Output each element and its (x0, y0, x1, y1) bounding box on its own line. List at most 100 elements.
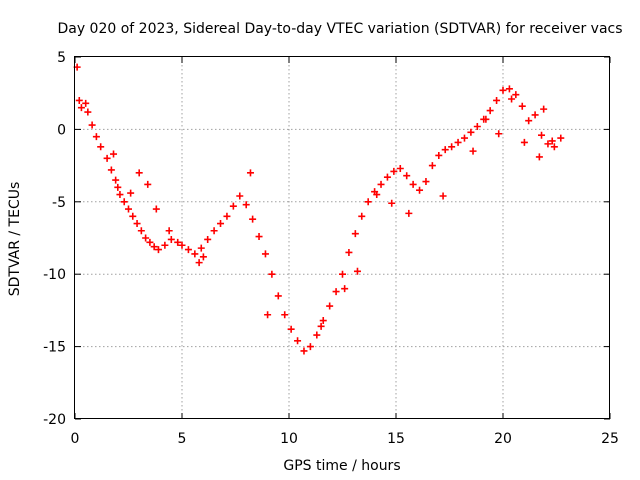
x-tick-label: 0 (71, 431, 80, 447)
data-point (317, 322, 325, 330)
data-points (73, 63, 565, 355)
axis-ticks (74, 56, 611, 420)
y-tick-labels: 5 0 -5 -10 -15 -20 (43, 50, 66, 428)
data-point (538, 131, 546, 139)
data-point (345, 248, 353, 256)
x-axis-label: GPS time / hours (283, 458, 400, 474)
data-point (306, 343, 314, 351)
data-point (341, 285, 349, 293)
data-point (422, 178, 430, 186)
data-point (364, 198, 372, 206)
data-point (520, 138, 528, 146)
data-point (75, 96, 83, 104)
data-point (388, 199, 396, 207)
data-point (195, 259, 203, 267)
data-point (540, 105, 548, 113)
data-point (287, 325, 295, 333)
data-point (97, 143, 105, 151)
data-point (332, 288, 340, 296)
data-point (435, 151, 443, 159)
data-point (261, 250, 269, 258)
data-point (274, 292, 282, 300)
data-point (229, 202, 237, 210)
data-point (112, 176, 120, 184)
data-point (144, 180, 152, 188)
data-point (199, 253, 207, 261)
data-point (242, 201, 250, 209)
chart-title: Day 020 of 2023, Sidereal Day-to-day VTE… (57, 21, 622, 37)
data-point (142, 234, 150, 242)
y-tick-label: -20 (43, 412, 66, 428)
data-point (135, 169, 143, 177)
data-point (409, 180, 417, 188)
x-tick-labels: 0 5 10 15 20 25 (71, 431, 619, 447)
data-point (110, 150, 118, 158)
data-point (544, 140, 552, 148)
data-point (255, 233, 263, 241)
data-point (508, 95, 516, 103)
data-point (154, 246, 162, 254)
data-point (92, 133, 100, 141)
data-point (77, 104, 85, 112)
data-point (137, 227, 145, 235)
data-point (467, 128, 475, 136)
data-point (405, 209, 413, 217)
data-point (120, 198, 128, 206)
data-point (178, 241, 186, 249)
data-point (512, 91, 520, 99)
data-point (197, 244, 205, 252)
data-point (548, 137, 556, 145)
data-point (246, 169, 254, 177)
x-tick-label: 10 (280, 431, 298, 447)
data-point (441, 146, 449, 154)
data-point (264, 311, 272, 319)
y-tick-label: 5 (57, 50, 66, 66)
data-point (150, 243, 158, 251)
data-point (326, 302, 334, 310)
data-point (146, 238, 154, 246)
data-point (88, 121, 96, 129)
data-point (448, 143, 456, 151)
data-point (125, 205, 132, 213)
plot-frame (74, 56, 610, 419)
data-point (557, 134, 565, 142)
data-point (473, 123, 481, 131)
y-tick-label: -15 (43, 340, 66, 356)
data-point (482, 115, 490, 123)
data-point (505, 85, 513, 93)
data-point (383, 173, 391, 181)
data-point (353, 267, 361, 275)
data-point (319, 317, 327, 325)
data-point (373, 191, 381, 199)
data-point (313, 331, 321, 339)
y-tick-label: -5 (52, 195, 66, 211)
data-point (339, 270, 346, 278)
data-point (210, 227, 218, 235)
data-point (531, 111, 539, 119)
data-point (167, 235, 175, 243)
grid (75, 57, 610, 419)
data-point (396, 164, 404, 172)
data-point (217, 220, 225, 228)
data-point (129, 212, 137, 220)
data-point (439, 192, 447, 200)
data-point (358, 212, 366, 220)
data-point (127, 189, 135, 197)
data-point (204, 235, 212, 243)
data-point (84, 108, 92, 116)
data-point (535, 153, 543, 161)
data-point (525, 117, 533, 125)
data-point (114, 183, 122, 191)
data-point (236, 192, 244, 200)
x-tick-label: 20 (494, 431, 512, 447)
data-point (493, 96, 501, 104)
data-point (184, 246, 192, 254)
data-point (223, 212, 231, 220)
data-point (377, 180, 385, 188)
data-point (469, 147, 477, 155)
data-point (294, 337, 302, 345)
data-point (191, 250, 199, 258)
x-tick-label: 25 (601, 431, 619, 447)
data-point (495, 130, 503, 138)
